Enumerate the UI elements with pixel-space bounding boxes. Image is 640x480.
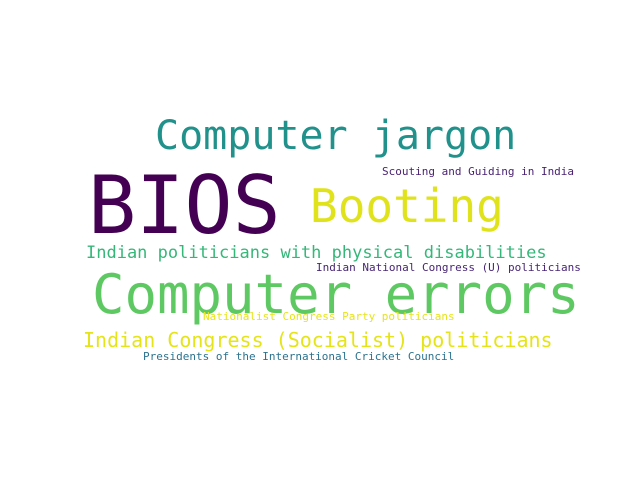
word-computer-errors: Computer errors: [92, 263, 580, 326]
word-indian-national-congress-u-politicians: Indian National Congress (U) politicians: [316, 261, 581, 274]
word-indian-politicians-with-physical-disabilities: Indian politicians with physical disabil…: [86, 243, 547, 263]
word-presidents-of-the-icc: Presidents of the International Cricket …: [143, 350, 455, 363]
word-booting: Booting: [310, 179, 504, 233]
word-indian-congress-socialist-politicians: Indian Congress (Socialist) politicians: [83, 328, 553, 352]
word-computer-jargon: Computer jargon: [155, 113, 517, 159]
word-nationalist-congress-party-politicians: Nationalist Congress Party politicians: [203, 310, 455, 323]
word-scouting-and-guiding-in-india: Scouting and Guiding in India: [382, 165, 575, 178]
word-bios: BIOS: [88, 159, 281, 252]
